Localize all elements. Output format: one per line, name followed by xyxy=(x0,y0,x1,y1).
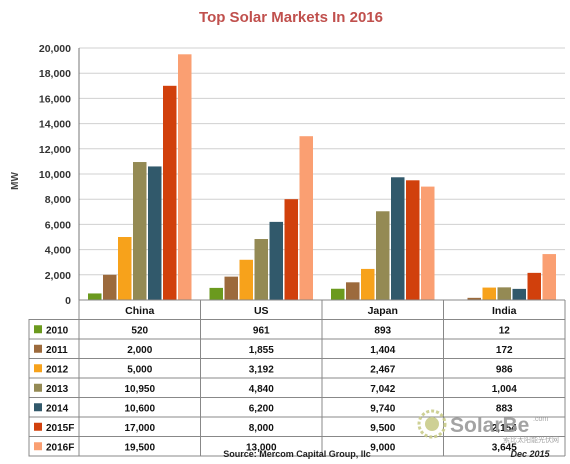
bar-india-2014 xyxy=(512,288,526,300)
y-tick-label: 4,000 xyxy=(45,245,71,257)
data-label: 4,840 xyxy=(249,384,274,395)
bar-china-2015f xyxy=(163,85,177,300)
legend-swatch xyxy=(34,403,42,412)
data-label: 7,042 xyxy=(370,384,395,395)
y-tick-label: 16,000 xyxy=(39,93,71,105)
bar-us-2012 xyxy=(239,259,253,300)
data-label: 986 xyxy=(496,364,513,375)
data-label: 1,855 xyxy=(249,345,274,356)
data-label: 10,600 xyxy=(124,403,155,414)
bar-india-2015f xyxy=(527,272,541,300)
data-label: 10,950 xyxy=(124,384,155,395)
bar-japan-2010 xyxy=(331,288,345,300)
bar-china-2013 xyxy=(133,162,147,300)
bar-japan-2013 xyxy=(376,211,390,300)
data-label: 2,154 xyxy=(492,423,517,434)
data-label: 13,000 xyxy=(246,442,277,453)
data-label: 9,000 xyxy=(370,442,395,453)
bar-us-2014 xyxy=(269,221,283,300)
bar-india-2011 xyxy=(467,297,481,300)
category-label: India xyxy=(492,305,517,317)
sunflower-icon xyxy=(417,409,447,439)
data-label: 5,000 xyxy=(127,364,152,375)
y-axis-label: MW xyxy=(10,172,21,190)
bar-india-2016f xyxy=(542,254,556,300)
bars xyxy=(88,54,556,301)
data-label: 2,467 xyxy=(370,364,395,375)
y-tick-label: 8,000 xyxy=(45,194,71,206)
data-label: 9,740 xyxy=(370,403,395,414)
legend-label: 2014 xyxy=(46,403,69,414)
data-label: 17,000 xyxy=(124,423,155,434)
category-label: China xyxy=(125,305,154,317)
bar-japan-2016f xyxy=(421,186,435,300)
legend-label: 2013 xyxy=(46,384,69,395)
legend-label: 2010 xyxy=(46,325,69,336)
legend-swatch xyxy=(34,422,42,431)
legend-label: 2011 xyxy=(46,345,68,356)
data-label: 19,500 xyxy=(124,442,155,453)
y-tick-label: 2,000 xyxy=(45,270,71,282)
data-table: China US Japan India 2010 520 961 893 12 2011 2,00… xyxy=(28,299,566,457)
watermark-brand: SolarBe xyxy=(450,414,529,437)
data-label: 893 xyxy=(374,325,391,336)
data-label: 961 xyxy=(253,325,270,336)
bar-china-2011 xyxy=(103,274,117,300)
data-label: 883 xyxy=(496,403,513,414)
y-tick-label: 20,000 xyxy=(39,43,71,55)
bar-us-2015f xyxy=(284,199,298,300)
data-label: 1,004 xyxy=(492,384,517,395)
y-tick-label: 10,000 xyxy=(39,169,71,181)
data-label: 172 xyxy=(496,345,513,356)
data-label: 6,200 xyxy=(249,403,274,414)
y-tick-label: 12,000 xyxy=(39,144,71,156)
bar-japan-2012 xyxy=(361,268,375,300)
y-tick-label: 0 xyxy=(65,295,71,307)
legend-label: 2012 xyxy=(46,364,69,375)
data-label: 3,192 xyxy=(249,364,274,375)
bar-us-2016f xyxy=(299,136,313,300)
data-label: 2,000 xyxy=(127,345,152,356)
watermark-tagline: 索比太阳能光伏网 xyxy=(503,435,559,444)
y-tick-label: 6,000 xyxy=(45,219,71,231)
solarbe-logo: SolarBe .com 索比太阳能光伏网 xyxy=(417,409,559,444)
bar-japan-2014 xyxy=(391,177,405,300)
bar-japan-2015f xyxy=(406,180,420,300)
bar-us-2013 xyxy=(254,239,268,300)
data-label: 8,000 xyxy=(249,423,274,434)
legend-label: 2016F xyxy=(46,442,74,453)
bar-us-2011 xyxy=(224,276,238,300)
legend-swatch xyxy=(34,325,42,334)
y-axis-ticks: 0 2,000 4,000 6,000 8,000 10,000 12,000 14,000 1… xyxy=(39,43,71,307)
watermark-domain: .com xyxy=(533,416,548,423)
bar-us-2010 xyxy=(209,287,223,300)
bar-china-2014 xyxy=(148,166,162,300)
bar-india-2012 xyxy=(482,287,496,300)
bar-china-2010 xyxy=(88,293,102,300)
data-label: 1,404 xyxy=(370,345,395,356)
bar-india-2013 xyxy=(497,287,511,300)
source-note: Source: Mercom Capital Group, llc xyxy=(223,449,371,459)
chart-title: Top Solar Markets In 2016 xyxy=(199,9,383,26)
legend-label: 2015F xyxy=(46,423,74,434)
y-tick-label: 18,000 xyxy=(39,68,71,80)
y-tick-label: 14,000 xyxy=(39,119,71,131)
legend-swatch xyxy=(34,442,42,451)
legend-swatch xyxy=(34,344,42,353)
bar-japan-2011 xyxy=(346,282,360,300)
bar-china-2016f xyxy=(178,54,192,300)
data-label: 520 xyxy=(131,325,148,336)
bar-china-2012 xyxy=(118,237,132,300)
data-label: 3,645 xyxy=(492,442,517,453)
data-label: 9,500 xyxy=(370,423,395,434)
legend-swatch xyxy=(34,364,42,373)
category-label: Japan xyxy=(368,305,398,317)
category-label: US xyxy=(254,305,269,317)
date-note: Dec 2015 xyxy=(510,449,550,459)
data-label: 12 xyxy=(499,325,511,336)
legend-swatch xyxy=(34,383,42,392)
